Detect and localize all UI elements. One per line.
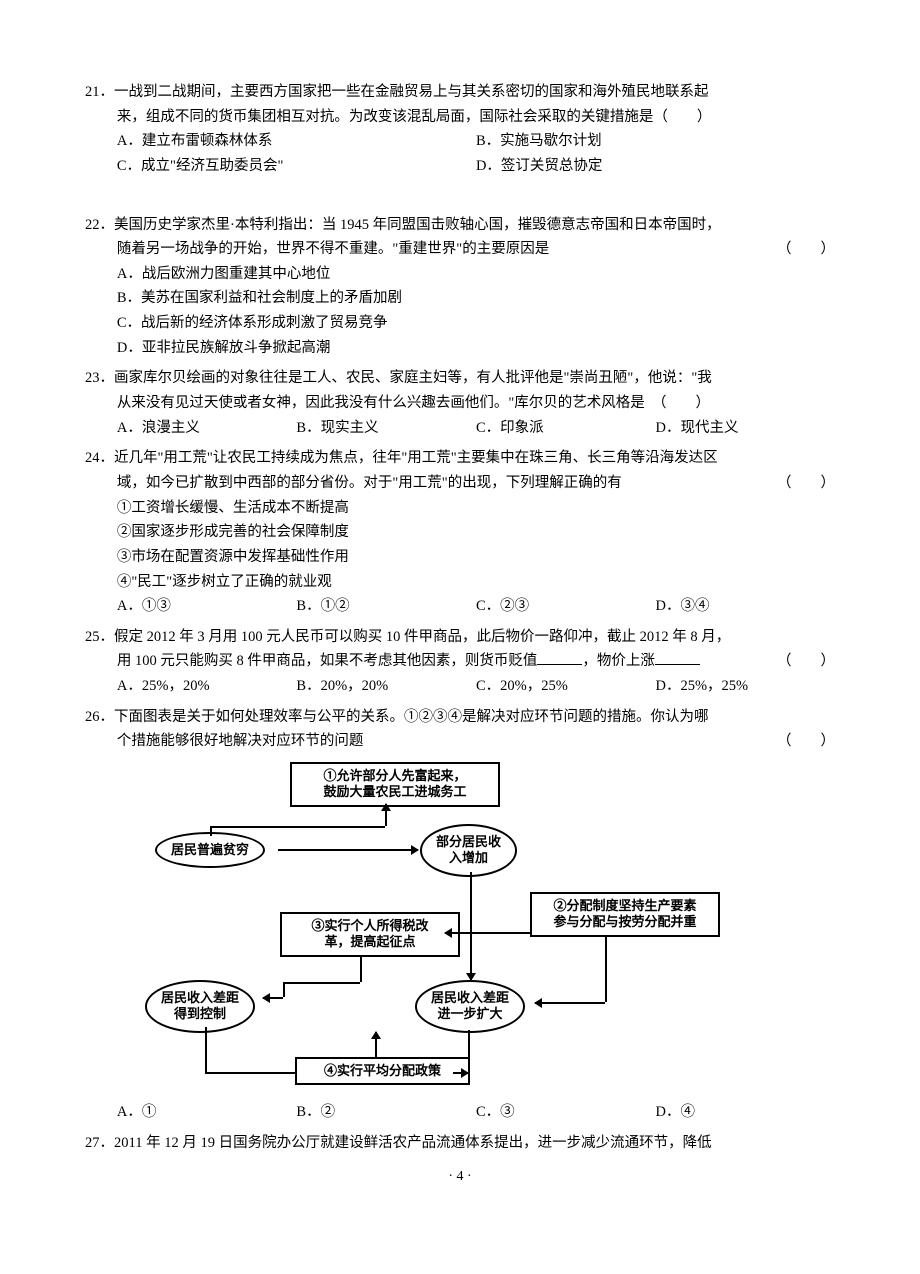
diagram-node-5: ③实行个人所得税改革，提高起征点 bbox=[280, 912, 460, 957]
q21-num: 21． bbox=[85, 84, 114, 100]
q22-opt-a: A．战后欧洲力图重建其中心地位 bbox=[85, 262, 835, 287]
q25-blank2 bbox=[655, 650, 700, 666]
q25-paren: （ ） bbox=[777, 649, 835, 674]
q27-num: 27． bbox=[85, 1135, 114, 1151]
q22-stem1: 美国历史学家杰里·本特利指出：当 1945 年同盟国击败轴心国，摧毁德意志帝国和… bbox=[114, 217, 721, 233]
q26-num: 26． bbox=[85, 709, 114, 725]
q22-opt-d: D．亚非拉民族解放斗争掀起高潮 bbox=[85, 336, 835, 361]
q24-s2: ②国家逐步形成完善的社会保障制度 bbox=[85, 520, 835, 545]
question-22: 22．美国历史学家杰里·本特利指出：当 1945 年同盟国击败轴心国，摧毁德意志… bbox=[85, 213, 835, 361]
q25-stem2a: 用 100 元只能购买 8 件甲商品，如果不考虑其他因素，则货币贬值 bbox=[117, 653, 538, 669]
q22-num: 22． bbox=[85, 217, 114, 233]
q26-stem2: 个措施能够很好地解决对应环节的问题 bbox=[117, 733, 364, 749]
q26-stem1: 下面图表是关于如何处理效率与公平的关系。①②③④是解决对应环节问题的措施。你认为… bbox=[114, 709, 709, 725]
q24-paren: （ ） bbox=[777, 471, 835, 496]
question-24: 24．近几年"用工荒"让农民工持续成为焦点，往年"用工荒"主要集中在珠三角、长三… bbox=[85, 446, 835, 618]
q23-opt-d: D．现代主义 bbox=[655, 416, 835, 441]
q22-paren: （ ） bbox=[777, 237, 835, 262]
q24-opt-b: B．①② bbox=[296, 594, 476, 619]
q21-opt-b: B．实施马歇尔计划 bbox=[476, 129, 835, 154]
q23-opt-a: A．浪漫主义 bbox=[117, 416, 297, 441]
q24-s3: ③市场在配置资源中发挥基础性作用 bbox=[85, 545, 835, 570]
q26-opt-b: B．② bbox=[296, 1100, 476, 1125]
q27-stem: 2011 年 12 月 19 日国务院办公厅就建设鲜活农产品流通体系提出，进一步… bbox=[114, 1135, 712, 1151]
diagram-node-8: ④实行平均分配政策 bbox=[295, 1057, 470, 1085]
q23-opt-c: C．印象派 bbox=[476, 416, 656, 441]
q26-opt-a: A．① bbox=[117, 1100, 297, 1125]
q21-stem2: 来，组成不同的货币集团相互对抗。为改变该混乱局面，国际社会采取的关键措施是（ ） bbox=[117, 109, 712, 125]
q26-diagram: ①允许部分人先富起来，鼓励大量农民工进城务工 居民普遍贫穷 部分居民收入增加 ②… bbox=[145, 762, 835, 1092]
q21-opt-a: A．建立布雷顿森林体系 bbox=[117, 129, 476, 154]
q23-stem1: 画家库尔贝绘画的对象往往是工人、农民、家庭主妇等，有人批评他是"崇尚丑陋"，他说… bbox=[114, 370, 712, 386]
q22-opt-c: C．战后新的经济体系形成刺激了贸易竞争 bbox=[85, 311, 835, 336]
q24-opt-d: D．③④ bbox=[655, 594, 835, 619]
q25-stem2b: ，物价上涨 bbox=[582, 653, 655, 669]
diagram-node-6: 居民收入差距得到控制 bbox=[145, 980, 255, 1033]
q23-num: 23． bbox=[85, 370, 114, 386]
question-23: 23．画家库尔贝绘画的对象往往是工人、农民、家庭主妇等，有人批评他是"崇尚丑陋"… bbox=[85, 366, 835, 440]
q24-stem1: 近几年"用工荒"让农民工持续成为焦点，往年"用工荒"主要集中在珠三角、长三角等沿… bbox=[114, 450, 718, 466]
q25-opt-d: D．25%，25% bbox=[655, 674, 835, 699]
page-footer: · 4 · bbox=[85, 1165, 835, 1189]
q22-opt-b: B．美苏在国家利益和社会制度上的矛盾加剧 bbox=[85, 286, 835, 311]
q26-opt-d: D．④ bbox=[655, 1100, 835, 1125]
q26-paren: （ ） bbox=[777, 729, 835, 754]
q22-stem2: 随着另一场战争的开始，世界不得不重建。"重建世界"的主要原因是 bbox=[117, 241, 549, 257]
q24-s4: ④"民工"逐步树立了正确的就业观 bbox=[85, 570, 835, 595]
q25-opt-c: C．20%，25% bbox=[476, 674, 656, 699]
q23-stem2: 从来没有见过天使或者女神，因此我没有什么兴趣去画他们。"库尔贝的艺术风格是 （ … bbox=[117, 395, 710, 411]
q24-opt-c: C．②③ bbox=[476, 594, 656, 619]
q21-opt-d: D．签订关贸总协定 bbox=[476, 154, 835, 179]
q23-opt-b: B．现实主义 bbox=[296, 416, 476, 441]
diagram-node-3: 部分居民收入增加 bbox=[420, 824, 517, 877]
q24-num: 24． bbox=[85, 450, 114, 466]
question-27: 27．2011 年 12 月 19 日国务院办公厅就建设鲜活农产品流通体系提出，… bbox=[85, 1131, 835, 1156]
q25-opt-b: B．20%，20% bbox=[296, 674, 476, 699]
q21-stem1: 一战到二战期间，主要西方国家把一些在金融贸易上与其关系密切的国家和海外殖民地联系… bbox=[114, 84, 709, 100]
q24-s1: ①工资增长缓慢、生活成本不断提高 bbox=[85, 496, 835, 521]
question-26: 26．下面图表是关于如何处理效率与公平的关系。①②③④是解决对应环节问题的措施。… bbox=[85, 705, 835, 1125]
q21-opt-c: C．成立"经济互助委员会" bbox=[117, 154, 476, 179]
q24-opt-a: A．①③ bbox=[117, 594, 297, 619]
q25-blank1 bbox=[537, 650, 582, 666]
diagram-node-7: 居民收入差距进一步扩大 bbox=[415, 980, 525, 1033]
question-21: 21．一战到二战期间，主要西方国家把一些在金融贸易上与其关系密切的国家和海外殖民… bbox=[85, 80, 835, 179]
diagram-node-2: 居民普遍贫穷 bbox=[155, 832, 265, 868]
q25-stem1: 假定 2012 年 3 月用 100 元人民币可以购买 10 件甲商品，此后物价… bbox=[114, 629, 730, 645]
diagram-node-4: ②分配制度坚持生产要素参与分配与按劳分配并重 bbox=[530, 892, 720, 937]
diagram-node-1: ①允许部分人先富起来，鼓励大量农民工进城务工 bbox=[290, 762, 500, 807]
q26-opt-c: C．③ bbox=[476, 1100, 656, 1125]
question-25: 25．假定 2012 年 3 月用 100 元人民币可以购买 10 件甲商品，此… bbox=[85, 625, 835, 699]
q25-num: 25． bbox=[85, 629, 114, 645]
q25-opt-a: A．25%，20% bbox=[117, 674, 297, 699]
q24-stem2: 域，如今已扩散到中西部的部分省份。对于"用工荒"的出现，下列理解正确的有 bbox=[117, 475, 622, 491]
